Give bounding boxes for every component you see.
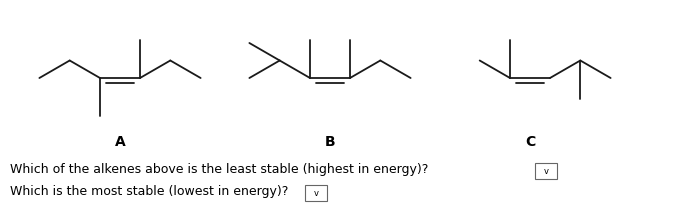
Text: A: A [115, 135, 125, 149]
Text: C: C [525, 135, 535, 149]
Text: v: v [544, 166, 549, 175]
Text: Which of the alkenes above is the least stable (highest in energy)?: Which of the alkenes above is the least … [10, 163, 428, 176]
FancyBboxPatch shape [305, 185, 327, 201]
Text: Which is the most stable (lowest in energy)?: Which is the most stable (lowest in ener… [10, 185, 289, 198]
Text: B: B [325, 135, 335, 149]
FancyBboxPatch shape [535, 163, 557, 179]
Text: v: v [313, 189, 319, 198]
